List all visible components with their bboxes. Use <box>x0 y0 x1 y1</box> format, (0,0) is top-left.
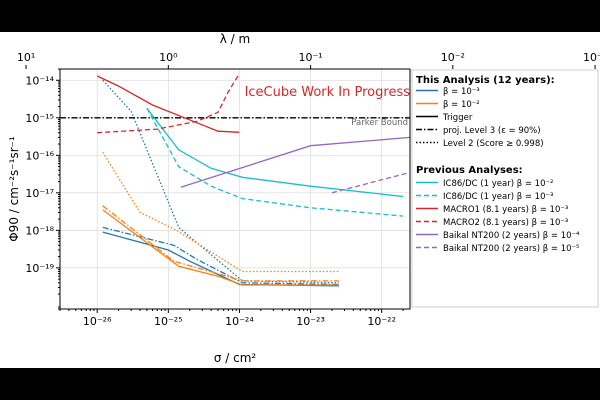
x-tick-label: 10⁻²⁴ <box>225 315 254 328</box>
series-line <box>102 209 339 286</box>
series-line <box>102 205 339 282</box>
legend-entry-label: β = 10⁻² <box>443 100 480 110</box>
series-line <box>180 136 410 188</box>
legend-entry-label: Baikal NT200 (2 years) β = 10⁻⁴ <box>443 231 580 241</box>
top-tick-label: 10⁻¹ <box>298 51 322 64</box>
y-tick-label: 10⁻¹⁴ <box>25 74 54 87</box>
series-line <box>97 73 240 134</box>
work-in-progress-label: IceCube Work In Progress <box>245 85 411 100</box>
axes: 10⁻²⁶ 10⁻²⁵ 10⁻²⁴ 10⁻²³ 10⁻²² 10⁻¹⁹ 10⁻¹⁸ 10⁻¹⁷… <box>17 51 600 328</box>
x-tick-label: 10⁻²³ <box>296 315 325 328</box>
legend-entry-label: MACRO1 (8.1 years) β = 10⁻³ <box>443 205 568 215</box>
x-axis-label: σ / cm² <box>214 351 257 365</box>
top-tick-label: 10¹ <box>17 51 35 64</box>
legend-box <box>411 69 599 308</box>
chart-svg: 10⁻²⁶ 10⁻²⁵ 10⁻²⁴ 10⁻²³ 10⁻²² 10⁻¹⁹ 10⁻¹⁸ 10⁻¹⁷… <box>7 32 600 365</box>
top-tick-label: 10⁻³ <box>583 51 600 64</box>
top-tick-label: 10⁻² <box>441 51 465 64</box>
series-line <box>102 151 339 273</box>
parker-bound-label: Parker Bound <box>351 118 408 128</box>
legend-entry-label: Trigger <box>442 113 473 123</box>
x-tick-label: 10⁻²² <box>367 315 396 328</box>
legend-entry-label: IC86/DC (1 year) β = 10⁻² <box>443 179 553 189</box>
x-tick-label: 10⁻²⁶ <box>83 315 112 328</box>
x-tick-label: 10⁻²⁵ <box>154 315 183 328</box>
y-tick-label: 10⁻¹⁵ <box>25 112 54 125</box>
figure-paper: 10⁻²⁶ 10⁻²⁵ 10⁻²⁴ 10⁻²³ 10⁻²² 10⁻¹⁹ 10⁻¹⁸ 10⁻¹⁷… <box>0 32 600 368</box>
top-tick-label: 10⁰ <box>159 51 178 64</box>
top-axis-label: λ / m <box>220 32 250 46</box>
series-line <box>96 75 240 133</box>
legend-entry-label: IC86/DC (1 year) β = 10⁻³ <box>443 192 553 202</box>
series-group <box>60 73 410 287</box>
y-tick-label: 10⁻¹⁹ <box>25 262 54 275</box>
y-tick-label: 10⁻¹⁸ <box>25 224 54 237</box>
legend-entry-label: MACRO2 (8.1 years) β = 10⁻³ <box>443 218 568 228</box>
legend-entry-label: Level 2 (Score ≥ 0.998) <box>443 139 544 149</box>
legend-entry-label: Baikal NT200 (2 years) β = 10⁻⁵ <box>443 244 579 254</box>
legend: This Analysis (12 years): Previous Analy… <box>411 69 599 308</box>
y-tick-label: 10⁻¹⁶ <box>25 149 54 162</box>
series-line <box>102 79 339 284</box>
legend-heading-this: This Analysis (12 years): <box>416 75 555 86</box>
legend-heading-previous: Previous Analyses: <box>416 165 523 176</box>
legend-entry-label: β = 10⁻³ <box>443 87 480 97</box>
plot-frame <box>59 68 411 310</box>
grid <box>60 69 410 309</box>
legend-entries: β = 10⁻³ β = 10⁻² Trigger proj. Level 3 (ε … <box>416 87 580 254</box>
y-axis-label: Φ90 / cm⁻²s⁻¹sr⁻¹ <box>7 136 21 242</box>
series-line <box>146 107 404 217</box>
legend-entry-label: proj. Level 3 (ε = 90%) <box>443 126 541 136</box>
y-tick-label: 10⁻¹⁷ <box>25 187 54 200</box>
series-line <box>331 171 410 194</box>
series-line <box>102 226 339 286</box>
